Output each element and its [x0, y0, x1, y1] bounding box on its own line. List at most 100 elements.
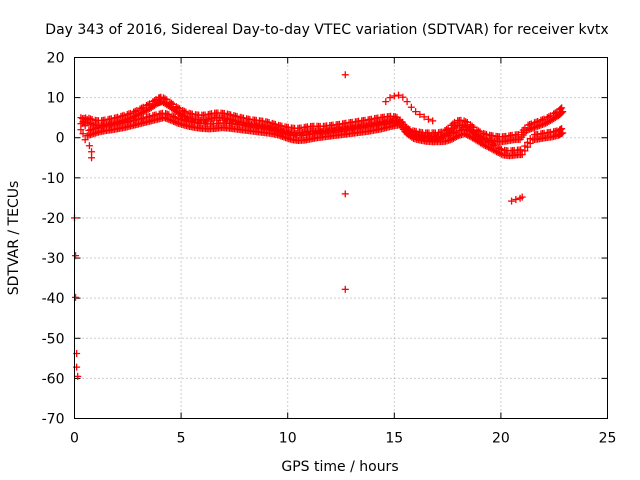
data-point: [545, 113, 553, 121]
data-point: [83, 116, 91, 124]
data-point: [464, 127, 472, 135]
data-point: [126, 109, 134, 117]
data-point: [120, 119, 128, 127]
data-point: [182, 108, 190, 116]
data-point: [341, 71, 349, 79]
data-point: [395, 91, 403, 99]
axis-ticks: [74, 57, 608, 419]
data-point: [382, 119, 390, 127]
data-point: [412, 108, 420, 116]
data-point: [401, 123, 409, 131]
data-point: [468, 122, 476, 130]
data-point: [460, 117, 468, 125]
data-point: [227, 111, 235, 119]
data-point: [286, 130, 294, 138]
data-point: [139, 114, 147, 122]
data-point: [518, 151, 526, 159]
data-point: [171, 113, 179, 121]
data-point: [527, 120, 535, 128]
data-point: [138, 104, 146, 112]
data-point: [88, 125, 96, 133]
data-point: [382, 98, 390, 106]
grid: [74, 57, 608, 419]
data-point: [483, 130, 491, 138]
data-point: [508, 197, 516, 205]
data-point: [178, 116, 186, 124]
x-tick-label: 10: [279, 431, 297, 447]
data-point: [476, 128, 484, 136]
x-tick-label: 5: [177, 431, 186, 447]
data-point: [496, 145, 504, 153]
x-tick-label: 15: [385, 431, 403, 447]
data-point: [493, 148, 501, 156]
data-point: [131, 107, 139, 115]
plot-frame: [74, 57, 608, 419]
data-point: [184, 117, 192, 125]
data-point: [446, 131, 454, 139]
data-point: [512, 195, 520, 203]
data-point: [416, 110, 424, 118]
data-point: [126, 117, 134, 125]
data-point: [144, 101, 152, 109]
x-tick-label: 20: [492, 431, 510, 447]
data-point: [77, 126, 85, 134]
data-point: [72, 293, 80, 301]
data-point: [559, 108, 567, 116]
data-point: [424, 115, 432, 123]
data-point: [274, 126, 282, 134]
x-tick-labels: 0 5 10 15 20 25: [70, 431, 616, 447]
data-point: [265, 118, 273, 126]
data-point: [88, 154, 96, 162]
data-point: [414, 131, 422, 139]
data-point: [518, 193, 526, 201]
data-point: [79, 130, 87, 138]
data-point: [161, 95, 169, 103]
data-points: [71, 71, 567, 380]
y-tick-label: 20: [47, 51, 65, 67]
data-point: [94, 123, 102, 131]
data-point: [429, 117, 437, 125]
data-point: [534, 117, 542, 125]
data-point: [403, 98, 411, 106]
data-point: [406, 127, 414, 135]
data-point: [341, 190, 349, 198]
data-point: [168, 112, 176, 120]
data-point: [179, 106, 187, 114]
y-tick-label: 10: [47, 91, 65, 107]
data-point: [489, 141, 497, 149]
data-point: [81, 122, 89, 130]
data-point: [559, 129, 567, 137]
data-point: [407, 103, 415, 111]
x-tick-label: 25: [599, 431, 617, 447]
data-point: [130, 108, 138, 116]
chart-title: Day 343 of 2016, Sidereal Day-to-day VTE…: [45, 22, 608, 38]
data-point: [72, 252, 80, 260]
data-point: [134, 110, 142, 118]
data-point: [558, 125, 566, 133]
data-point: [170, 113, 178, 121]
data-point: [180, 107, 188, 115]
y-tick-labels: 20 10 0 -10 -20 -30 -40 -50 -60 -70: [42, 51, 65, 428]
y-tick-label: 0: [56, 131, 65, 147]
data-point: [453, 128, 461, 136]
data-point: [79, 118, 87, 126]
y-tick-label: -60: [42, 371, 65, 387]
series-arc-near-15h: [382, 91, 437, 125]
series-start-spread: [77, 114, 96, 162]
data-point: [341, 285, 349, 293]
data-point: [494, 144, 502, 152]
data-point: [399, 93, 407, 101]
data-point: [174, 104, 182, 112]
data-point: [233, 112, 241, 120]
data-point: [166, 116, 174, 124]
data-point: [462, 118, 470, 126]
data-point: [376, 120, 384, 128]
x-tick-label: 0: [70, 431, 79, 447]
y-axis-label: SDTVAR / TECUs: [6, 181, 22, 296]
x-axis-label: GPS time / hours: [281, 459, 398, 475]
data-point: [451, 129, 459, 137]
data-point: [146, 112, 154, 120]
y-tick-label: -40: [42, 291, 65, 307]
data-point: [480, 141, 488, 149]
